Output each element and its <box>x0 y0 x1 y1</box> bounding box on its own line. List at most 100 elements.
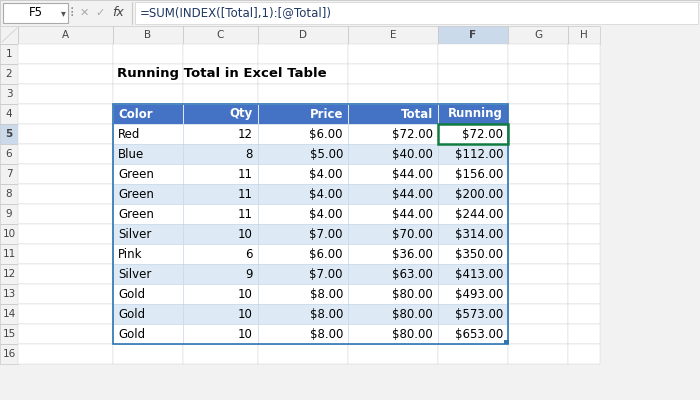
Text: 1: 1 <box>6 49 13 59</box>
Bar <box>113 104 183 124</box>
Bar <box>113 124 183 144</box>
Bar <box>183 64 258 84</box>
Text: 12: 12 <box>238 128 253 140</box>
Bar <box>258 304 348 324</box>
Text: 11: 11 <box>2 249 15 259</box>
Bar <box>0 204 18 224</box>
Bar <box>113 304 183 324</box>
Bar <box>438 124 508 144</box>
Bar <box>438 244 508 264</box>
Bar <box>438 144 508 164</box>
Bar <box>0 304 18 324</box>
Text: $44.00: $44.00 <box>392 208 433 220</box>
Bar <box>113 124 183 144</box>
Bar <box>438 224 508 244</box>
Text: C: C <box>217 30 224 40</box>
Text: $44.00: $44.00 <box>392 168 433 180</box>
Text: $156.00: $156.00 <box>454 168 503 180</box>
Text: Green: Green <box>118 168 154 180</box>
Text: 11: 11 <box>238 208 253 220</box>
Text: Green: Green <box>118 208 154 220</box>
Bar <box>183 164 258 184</box>
Bar <box>348 164 438 184</box>
Bar <box>113 184 183 204</box>
Bar <box>113 324 183 344</box>
Bar <box>258 204 348 224</box>
Bar <box>508 124 568 144</box>
Bar <box>258 144 348 164</box>
Bar <box>438 204 508 224</box>
Bar <box>113 204 183 224</box>
Text: 10: 10 <box>238 228 253 240</box>
Bar <box>438 64 508 84</box>
Text: $70.00: $70.00 <box>392 228 433 240</box>
Text: $4.00: $4.00 <box>309 168 343 180</box>
Bar <box>438 164 508 184</box>
Bar <box>183 104 258 124</box>
Bar <box>258 204 348 224</box>
Bar <box>0 324 18 344</box>
Text: 9: 9 <box>246 268 253 280</box>
Bar <box>18 164 113 184</box>
Bar <box>183 224 258 244</box>
Text: $314.00: $314.00 <box>454 228 503 240</box>
Text: 15: 15 <box>2 329 15 339</box>
Text: F: F <box>470 30 477 40</box>
Bar <box>348 164 438 184</box>
Bar <box>113 244 183 264</box>
Bar <box>438 344 508 364</box>
Bar <box>508 84 568 104</box>
Text: $493.00: $493.00 <box>454 288 503 300</box>
Bar <box>348 304 438 324</box>
Bar <box>258 304 348 324</box>
Bar <box>438 184 508 204</box>
Text: $63.00: $63.00 <box>392 268 433 280</box>
Bar <box>113 144 183 164</box>
Bar <box>568 184 600 204</box>
Bar <box>568 124 600 144</box>
Bar <box>113 104 508 344</box>
Text: 3: 3 <box>6 89 13 99</box>
Text: Red: Red <box>118 128 141 140</box>
Bar <box>113 244 183 264</box>
Bar <box>258 344 348 364</box>
Bar <box>113 224 183 244</box>
Bar <box>438 184 508 204</box>
Bar <box>183 84 258 104</box>
Bar <box>113 26 183 44</box>
Bar <box>183 184 258 204</box>
Bar <box>183 44 258 64</box>
Bar <box>258 164 348 184</box>
Bar <box>18 284 113 304</box>
Bar <box>183 244 258 264</box>
Bar <box>568 144 600 164</box>
Text: 16: 16 <box>2 349 15 359</box>
Bar <box>348 104 438 124</box>
Bar <box>183 304 258 324</box>
Text: 10: 10 <box>238 308 253 320</box>
Bar <box>258 124 348 144</box>
Bar <box>113 264 183 284</box>
Bar <box>258 104 348 124</box>
Bar <box>438 284 508 304</box>
Bar <box>568 224 600 244</box>
Text: $244.00: $244.00 <box>454 208 503 220</box>
Bar <box>183 344 258 364</box>
Bar <box>18 244 113 264</box>
Text: $80.00: $80.00 <box>392 328 433 340</box>
Bar <box>183 26 258 44</box>
Bar <box>348 44 438 64</box>
Text: Gold: Gold <box>118 288 145 300</box>
Bar <box>0 84 18 104</box>
Bar <box>0 264 18 284</box>
Bar <box>18 304 113 324</box>
Bar <box>508 284 568 304</box>
Bar <box>438 324 508 344</box>
Text: $413.00: $413.00 <box>454 268 503 280</box>
Text: 4: 4 <box>6 109 13 119</box>
Bar <box>258 164 348 184</box>
Bar <box>113 284 183 304</box>
Bar <box>568 244 600 264</box>
Bar <box>113 204 183 224</box>
Text: $72.00: $72.00 <box>462 128 503 140</box>
